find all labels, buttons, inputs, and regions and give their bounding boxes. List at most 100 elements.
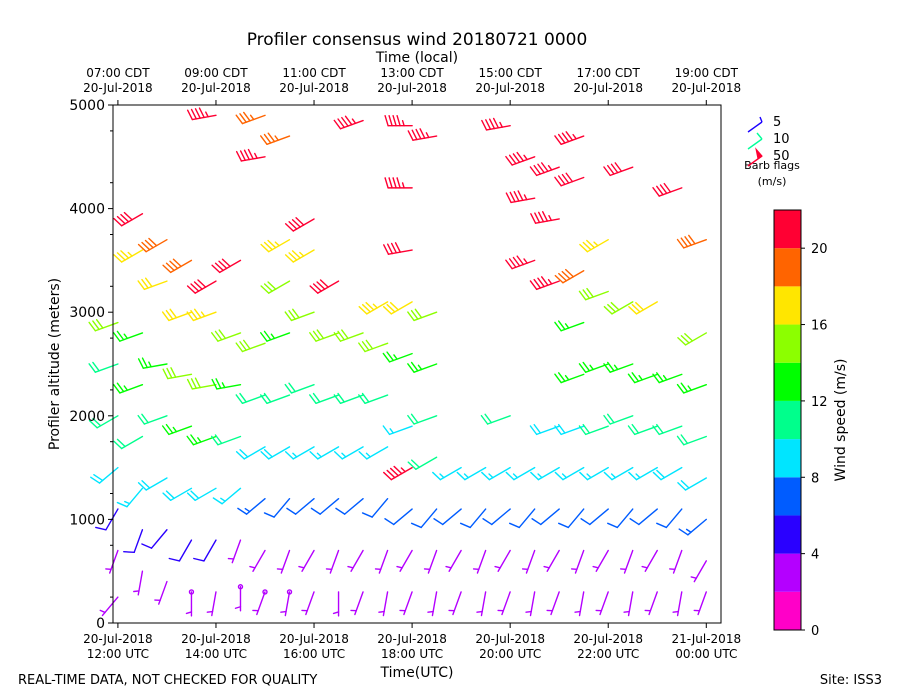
barb-feather	[215, 378, 222, 389]
wind-barb	[309, 279, 340, 294]
wind-barb	[210, 329, 242, 342]
barb-feather	[263, 330, 272, 341]
barb-legend-label: 5	[773, 115, 781, 130]
barb-feather	[652, 187, 660, 197]
wind-barb	[162, 258, 193, 274]
barb-legend-item: 5	[747, 115, 781, 133]
wind-barb	[652, 466, 683, 481]
barb-half-feather	[351, 118, 357, 124]
x-tick-time: 14:00 UTC	[185, 647, 247, 661]
wind-barb	[677, 332, 707, 346]
barb-feather	[579, 471, 589, 481]
barb-half-feather	[662, 374, 668, 381]
barb-feather	[684, 236, 692, 246]
wind-barb	[162, 487, 193, 502]
barb-feather	[221, 258, 231, 268]
barb-feather	[116, 382, 125, 393]
wind-barb	[260, 238, 291, 253]
y-tick-label: 4000	[69, 202, 105, 218]
wind-barb	[427, 591, 438, 617]
barb-feather	[485, 119, 492, 130]
x-tick-date: 20-Jul-2018	[377, 632, 447, 646]
wind-barb	[227, 539, 242, 564]
wind-barb	[88, 361, 119, 373]
barb-half-feather	[123, 333, 129, 340]
barb-feather	[361, 512, 373, 518]
barb-feather	[309, 451, 319, 460]
barb-feather	[95, 318, 104, 329]
top-tick-time: 15:00 CDT	[478, 66, 542, 80]
barb-feather	[509, 191, 516, 203]
x-tick-time: 12:00 UTC	[87, 647, 149, 661]
wind-barb	[508, 508, 536, 529]
wind-barb	[252, 589, 268, 616]
barb-shaft	[442, 508, 462, 526]
barb-feather	[407, 363, 415, 373]
barb-feather	[614, 162, 623, 172]
barb-feather	[358, 394, 366, 404]
wind-barb	[211, 378, 242, 390]
barb-half-feather	[564, 323, 570, 329]
wind-barb	[137, 477, 168, 491]
barb-feather	[144, 277, 153, 288]
x-tick-date: 20-Jul-2018	[181, 632, 251, 646]
barb-feather	[663, 182, 672, 193]
barb-feather	[603, 414, 611, 425]
barb-half-feather	[200, 311, 206, 318]
barb-half-feather	[690, 576, 697, 579]
barb-feather	[388, 177, 393, 189]
barb-feather	[284, 254, 294, 263]
barb-feather	[88, 419, 98, 429]
barb-half-feather	[249, 565, 256, 569]
barb-half-feather	[197, 437, 202, 443]
wind-barb	[383, 465, 413, 481]
barb-feather	[414, 308, 423, 319]
barb-feather	[120, 213, 130, 223]
barb-half-feather	[523, 258, 528, 264]
barb-feather	[214, 330, 223, 341]
barb-feather	[166, 367, 173, 379]
barb-feather	[411, 129, 418, 141]
wind-barb	[137, 277, 168, 291]
wind-barb	[399, 591, 413, 616]
barb-half-feather	[635, 473, 641, 479]
wind-barb	[592, 549, 609, 572]
wind-barb	[193, 539, 217, 562]
wind-barb	[210, 434, 242, 446]
quality-disclaimer: REAL-TIME DATA, NOT CHECKED FOR QUALITY	[18, 673, 318, 688]
barb-feather	[239, 150, 247, 161]
wind-barb	[112, 330, 144, 342]
barb-legend-item: 50	[747, 147, 790, 167]
barb-feather	[168, 557, 181, 562]
barb-feather	[607, 522, 619, 529]
barb-feather	[95, 526, 107, 531]
top-tick-date: 20-Jul-2018	[475, 81, 545, 95]
barb-feather	[384, 115, 389, 127]
barb-feather	[580, 518, 591, 526]
barb-feather	[505, 192, 512, 204]
barb-half-feather	[499, 121, 503, 128]
barb-half-feather	[476, 610, 483, 613]
barb-half-feather	[613, 364, 619, 371]
wind-barb	[88, 415, 119, 429]
barb-shaft	[150, 529, 168, 549]
wind-barb	[186, 487, 217, 502]
wind-barb	[693, 591, 707, 616]
barb-feather	[390, 242, 398, 254]
wind-barb	[676, 382, 707, 394]
barb-feather	[112, 383, 121, 394]
barb-feather	[656, 469, 666, 479]
barb-feather	[512, 256, 521, 267]
barb-feather	[288, 221, 298, 230]
wind-barb	[260, 132, 291, 145]
barb-feather	[309, 332, 317, 342]
barb-feather	[410, 309, 419, 320]
barb-feather	[260, 332, 268, 342]
barb-feather	[410, 459, 420, 468]
barb-feather	[286, 507, 297, 515]
wind-barb	[652, 423, 683, 436]
barb-feather	[677, 482, 687, 491]
x-tick-time: 22:00 UTC	[577, 647, 639, 661]
wind-barb	[260, 446, 291, 460]
barb-feather	[676, 435, 685, 446]
